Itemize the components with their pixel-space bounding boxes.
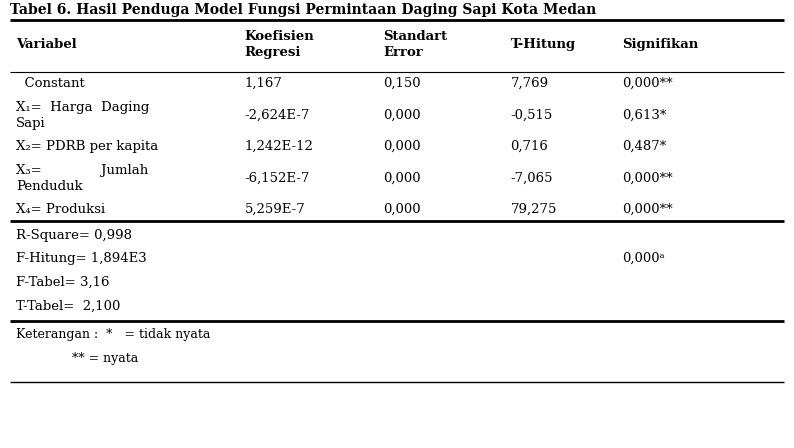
- Text: 0,000ᵃ: 0,000ᵃ: [622, 252, 665, 265]
- Text: Keterangan :  *   = tidak nyata: Keterangan : * = tidak nyata: [16, 328, 210, 341]
- Text: 5,259E-7: 5,259E-7: [245, 202, 306, 216]
- Text: 0,000**: 0,000**: [622, 202, 673, 216]
- Text: -0,515: -0,515: [511, 109, 553, 122]
- Text: 7,769: 7,769: [511, 77, 549, 90]
- Text: Koefisien
Regresi: Koefisien Regresi: [245, 30, 314, 59]
- Text: 0,000: 0,000: [384, 172, 421, 185]
- Text: 0,000: 0,000: [384, 109, 421, 122]
- Text: 0,716: 0,716: [511, 140, 549, 153]
- Text: Standart
Error: Standart Error: [384, 30, 448, 59]
- Text: Variabel: Variabel: [16, 38, 77, 52]
- Text: T-Tabel=  2,100: T-Tabel= 2,100: [16, 300, 120, 313]
- Text: 0,000**: 0,000**: [622, 172, 673, 185]
- Text: 0,000: 0,000: [384, 202, 421, 216]
- Text: X₁=  Harga  Daging
Sapi: X₁= Harga Daging Sapi: [16, 101, 149, 130]
- Text: -6,152E-7: -6,152E-7: [245, 172, 310, 185]
- Text: R-Square= 0,998: R-Square= 0,998: [16, 228, 132, 241]
- Text: -2,624E-7: -2,624E-7: [245, 109, 310, 122]
- Text: 79,275: 79,275: [511, 202, 557, 216]
- Text: Signifikan: Signifikan: [622, 38, 698, 52]
- Text: 1,167: 1,167: [245, 77, 283, 90]
- Text: -7,065: -7,065: [511, 172, 553, 185]
- Text: 1,242E-12: 1,242E-12: [245, 140, 314, 153]
- Text: F-Tabel= 3,16: F-Tabel= 3,16: [16, 276, 110, 289]
- Text: ** = nyata: ** = nyata: [16, 352, 138, 365]
- Text: X₃=              Jumlah
Penduduk: X₃= Jumlah Penduduk: [16, 164, 148, 193]
- Text: 0,150: 0,150: [384, 77, 421, 90]
- Text: 0,487*: 0,487*: [622, 140, 666, 153]
- Text: T-Hitung: T-Hitung: [511, 38, 576, 52]
- Text: X₄= Produksi: X₄= Produksi: [16, 202, 105, 216]
- Text: 0,000**: 0,000**: [622, 77, 673, 90]
- Text: F-Hitung= 1,894E3: F-Hitung= 1,894E3: [16, 252, 147, 265]
- Text: 0,000: 0,000: [384, 140, 421, 153]
- Text: 0,613*: 0,613*: [622, 109, 666, 122]
- Text: X₂= PDRB per kapita: X₂= PDRB per kapita: [16, 140, 158, 153]
- Text: Tabel 6. Hasil Penduga Model Fungsi Permintaan Daging Sapi Kota Medan: Tabel 6. Hasil Penduga Model Fungsi Perm…: [10, 3, 596, 17]
- Text: Constant: Constant: [16, 77, 85, 90]
